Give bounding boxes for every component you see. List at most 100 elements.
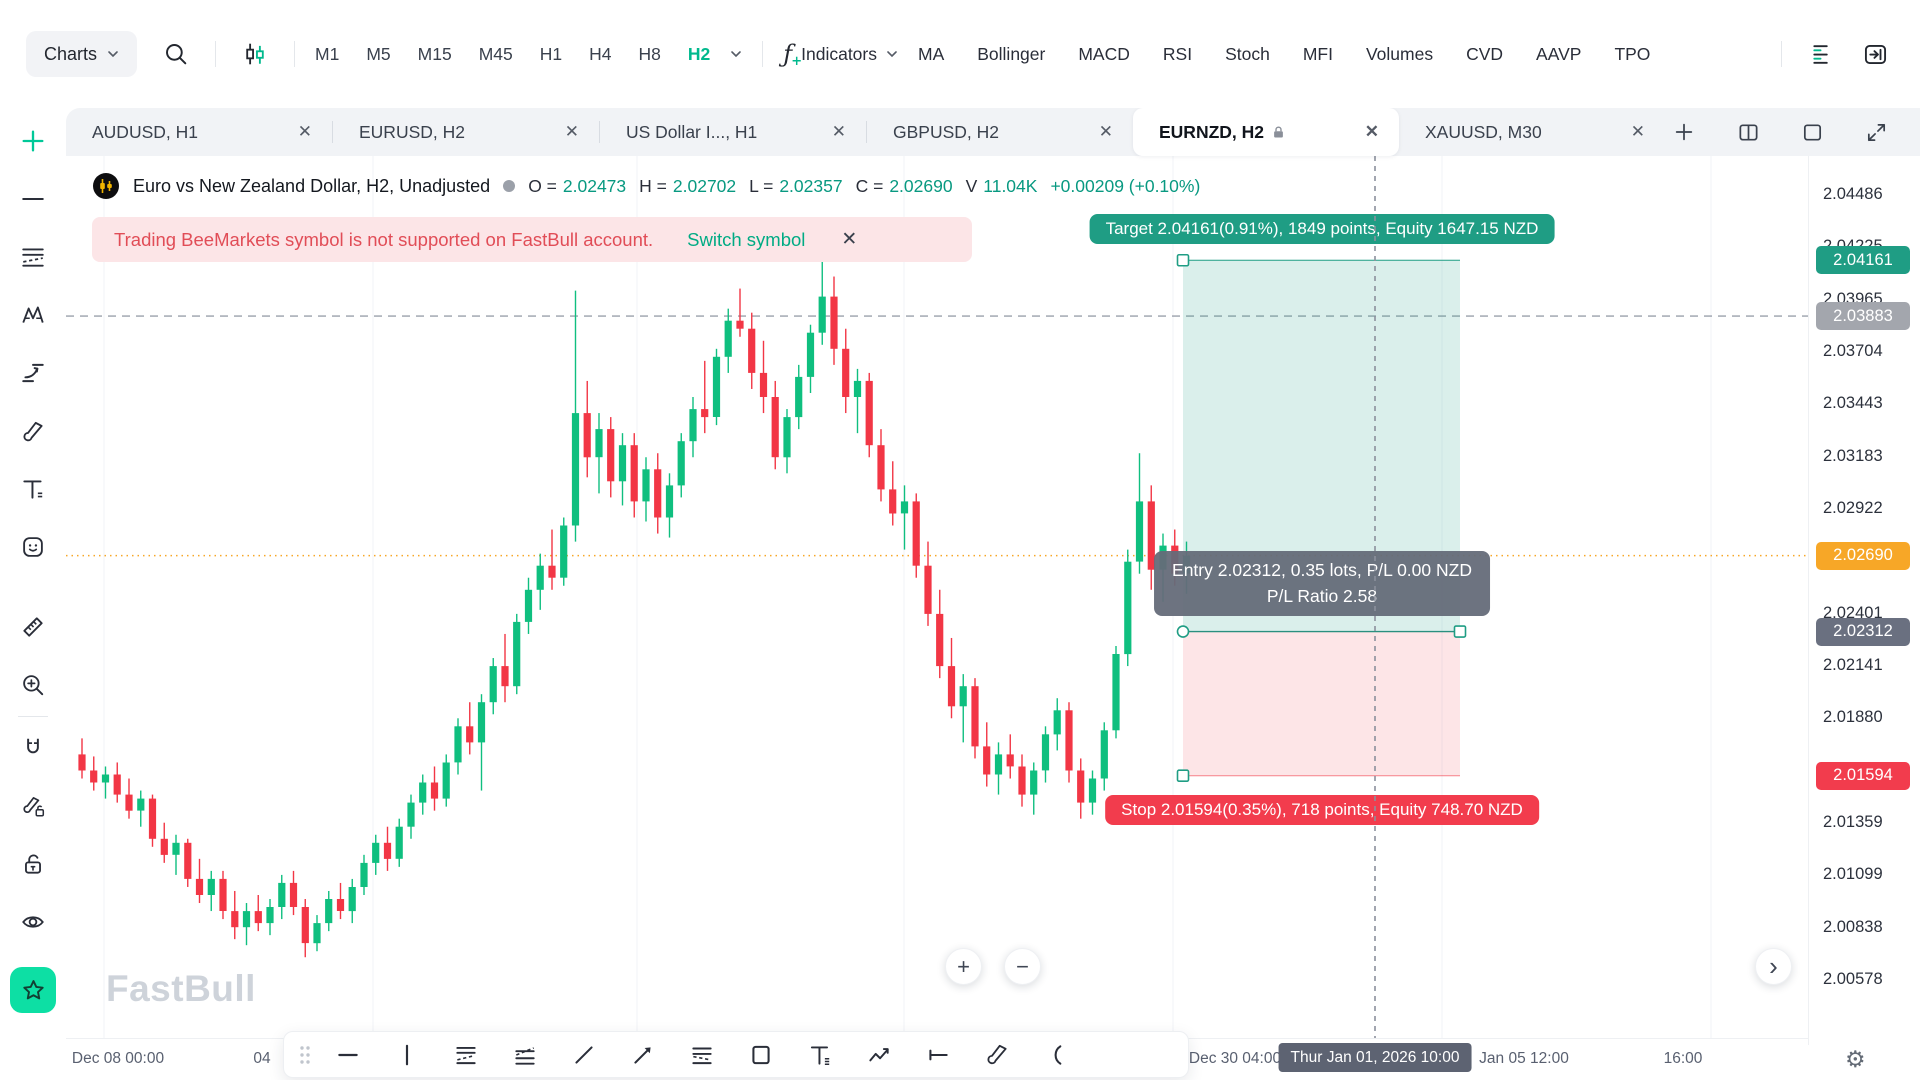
price-tick: 2.00578 <box>1823 969 1883 988</box>
indicator-shortcut-bollinger[interactable]: Bollinger <box>977 43 1046 64</box>
symbol-title[interactable]: Euro vs New Zealand Dollar, H2, Unadjust… <box>133 175 491 196</box>
timeframe-m5[interactable]: M5 <box>366 43 391 64</box>
unlock-all-tool[interactable] <box>10 835 56 893</box>
function-icon: ƒ + <box>783 40 803 69</box>
tab-close-icon[interactable]: ✕ <box>297 122 312 141</box>
tab-close-icon[interactable]: ✕ <box>1630 122 1645 141</box>
target-label[interactable]: Target 2.04161(0.91%), 1849 points, Equi… <box>1089 214 1555 244</box>
top-toolbar: Charts M1 M5 M15 M45 H1 H4 H8 H2 ƒ + Indicators … <box>0 0 1920 108</box>
chart-tab[interactable]: GBPUSD, H2 ✕ <box>867 108 1133 156</box>
indicator-shortcut-volumes[interactable]: Volumes <box>1365 43 1434 64</box>
indicator-shortcut-mfi[interactable]: MFI <box>1302 43 1333 64</box>
indicators-button[interactable]: ƒ + Indicators <box>783 40 898 69</box>
timeframe-h2[interactable]: H2 <box>687 43 711 64</box>
trend-line-button[interactable] <box>554 1035 613 1075</box>
parallel-channel-icon <box>514 1046 535 1065</box>
minus-icon: − <box>1016 953 1029 979</box>
collapse-panel-button[interactable] <box>1856 35 1894 73</box>
add-symbol-button[interactable] <box>10 112 56 170</box>
charts-menu-button[interactable]: Charts <box>26 31 138 77</box>
price-axis[interactable]: 2.044862.042252.039652.037042.034432.031… <box>1808 156 1920 1045</box>
symbol-search-button[interactable] <box>157 35 195 73</box>
timeframe-m15[interactable]: M15 <box>417 43 452 64</box>
crosshair-time-label: Thur Jan 01, 2026 10:00 <box>1278 1043 1472 1072</box>
toolbar-divider <box>1781 41 1782 67</box>
settings-gear-icon[interactable]: ⚙ <box>1845 1046 1866 1072</box>
multichart-expand-button[interactable] <box>1857 113 1895 151</box>
chart-tab[interactable]: XAUUSD, M30 ✕ <box>1399 108 1665 156</box>
brush-tool[interactable] <box>10 402 56 460</box>
chart-tab[interactable]: US Dollar I..., H1 ✕ <box>600 108 866 156</box>
candlestick-chart[interactable] <box>66 156 1808 1045</box>
zoom-out-button[interactable]: − <box>1004 948 1041 985</box>
timeframe-m1[interactable]: M1 <box>315 43 340 64</box>
disjoint-channel-button[interactable] <box>672 1035 731 1075</box>
text-button[interactable] <box>790 1035 849 1075</box>
chart-tab[interactable]: EURUSD, H2 ✕ <box>333 108 599 156</box>
lock-drawings-tool[interactable] <box>10 777 56 835</box>
channel-button[interactable] <box>436 1035 495 1075</box>
vertical-line-button[interactable] <box>377 1035 436 1075</box>
indicator-shortcut-cvd[interactable]: CVD <box>1466 43 1504 64</box>
magnet-tool[interactable] <box>10 719 56 777</box>
horizontal-ray-button[interactable] <box>908 1035 967 1075</box>
hide-drawings-tool[interactable] <box>10 893 56 951</box>
new-tab-button[interactable] <box>1665 113 1703 151</box>
indicator-shortcut-aavp[interactable]: AAVP <box>1536 43 1582 64</box>
text-icon <box>810 1045 829 1065</box>
tab-close-icon[interactable]: ✕ <box>831 122 846 141</box>
stop-label[interactable]: Stop 2.01594(0.35%), 718 points, Equity … <box>1105 795 1539 825</box>
projection-tool[interactable] <box>10 344 56 402</box>
timeframe-h8[interactable]: H8 <box>638 43 661 64</box>
scroll-to-latest-button[interactable]: › <box>1755 948 1792 985</box>
indicator-shortcut-macd[interactable]: MACD <box>1078 43 1130 64</box>
indicator-shortcut-rsi[interactable]: RSI <box>1162 43 1193 64</box>
timeframe-h4[interactable]: H4 <box>589 43 612 64</box>
zoom-in-button[interactable]: + <box>945 948 982 985</box>
tab-separator <box>599 121 600 143</box>
timeframe-m45[interactable]: M45 <box>478 43 513 64</box>
brush-button[interactable] <box>967 1035 1026 1075</box>
tab-close-icon[interactable]: ✕ <box>1364 122 1379 141</box>
timeframe-dropdown-icon[interactable] <box>730 48 742 60</box>
layout-split-button[interactable] <box>1729 113 1767 151</box>
entry-tooltip[interactable]: Entry 2.02312, 0.35 lots, P/L 0.00 NZD P… <box>1154 551 1490 616</box>
zoom-in-tool[interactable] <box>10 656 56 714</box>
watchlist-button[interactable] <box>1800 35 1838 73</box>
trend-line-tool[interactable] <box>10 170 56 228</box>
tab-close-icon[interactable]: ✕ <box>564 122 579 141</box>
pattern-tool[interactable] <box>10 286 56 344</box>
volume-value: 11.04K <box>983 175 1038 196</box>
indicator-shortcut-ma[interactable]: MA <box>918 43 945 64</box>
tab-label: XAUUSD, M30 <box>1425 121 1542 142</box>
parallel-channel-button[interactable] <box>495 1035 554 1075</box>
rectangle-button[interactable] <box>731 1035 790 1075</box>
tab-close-icon[interactable]: ✕ <box>1098 122 1113 141</box>
favorites-button[interactable] <box>10 967 56 1013</box>
channel-tool[interactable] <box>10 228 56 286</box>
text-tool[interactable] <box>10 460 56 518</box>
plus-icon <box>22 130 44 152</box>
toolbar-drag-handle[interactable] <box>292 1044 318 1066</box>
arc-button[interactable] <box>1026 1035 1085 1075</box>
arrow-button[interactable] <box>613 1035 672 1075</box>
indicator-shortcut-stoch[interactable]: Stoch <box>1225 43 1270 64</box>
compare-symbol-button[interactable] <box>236 35 274 73</box>
emoji-tool[interactable] <box>10 518 56 576</box>
measure-tool[interactable] <box>10 598 56 656</box>
switch-symbol-link[interactable]: Switch symbol <box>687 228 806 250</box>
chart-tab[interactable]: EURNZD, H2 ✕ <box>1133 108 1399 156</box>
entry-line2: P/L Ratio 2.58 <box>1266 586 1378 607</box>
tab-label: AUDUSD, H1 <box>92 121 198 142</box>
indicator-shortcut-tpo[interactable]: TPO <box>1614 43 1651 64</box>
maximize-button[interactable] <box>1793 113 1831 151</box>
horizontal-line-button[interactable] <box>318 1035 377 1075</box>
volume-label: V <box>965 175 978 196</box>
timeframe-h1[interactable]: H1 <box>539 43 563 64</box>
chart-tab[interactable]: AUDUSD, H1 ✕ <box>66 108 332 156</box>
low-value: 2.02357 <box>779 175 843 196</box>
close-icon[interactable]: ✕ <box>841 229 858 250</box>
polyline-button[interactable] <box>849 1035 908 1075</box>
rectangle-icon <box>751 1045 770 1064</box>
maximize-icon <box>1803 123 1821 141</box>
